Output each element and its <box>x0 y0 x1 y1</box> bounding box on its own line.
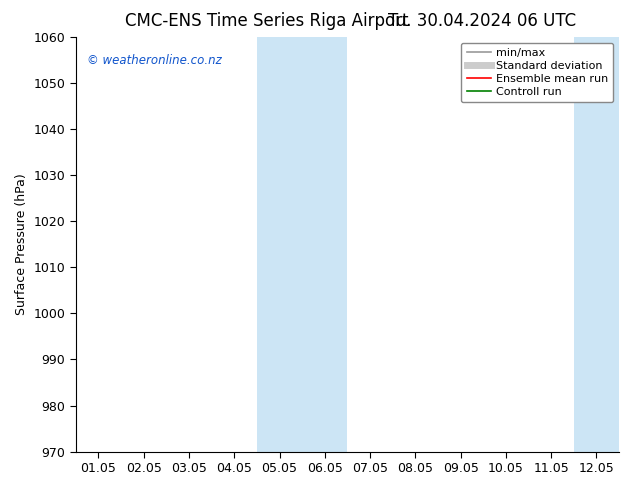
Bar <box>257 37 347 452</box>
Y-axis label: Surface Pressure (hPa): Surface Pressure (hPa) <box>15 173 28 315</box>
Bar <box>574 37 634 452</box>
Legend: min/max, Standard deviation, Ensemble mean run, Controll run: min/max, Standard deviation, Ensemble me… <box>461 43 614 102</box>
Text: © weatheronline.co.nz: © weatheronline.co.nz <box>87 54 221 67</box>
Text: CMC-ENS Time Series Riga Airport: CMC-ENS Time Series Riga Airport <box>124 12 408 30</box>
Text: Tu. 30.04.2024 06 UTC: Tu. 30.04.2024 06 UTC <box>388 12 576 30</box>
